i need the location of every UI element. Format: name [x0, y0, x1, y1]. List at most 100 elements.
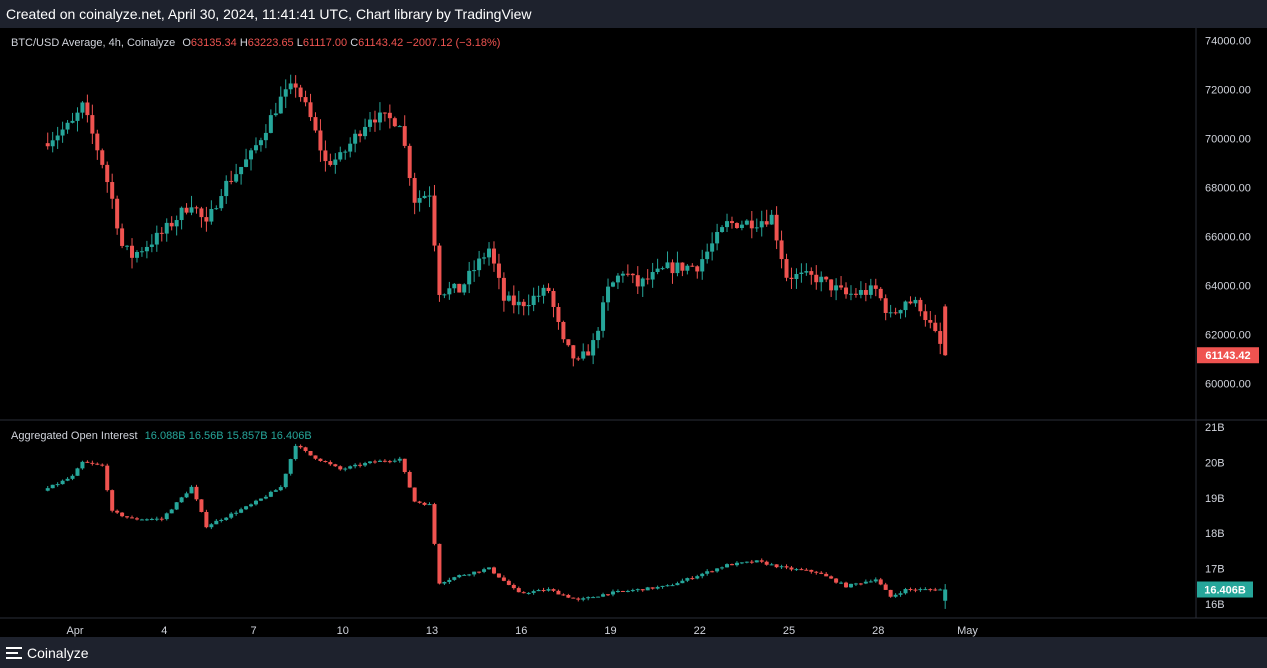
oi-candle: [60, 480, 65, 485]
price-candle: [194, 207, 199, 209]
oi-candle: [526, 592, 531, 594]
price-candle: [720, 227, 725, 232]
oi-candle: [729, 564, 734, 566]
oi-candle: [467, 574, 472, 576]
price-candle: [625, 273, 630, 275]
oi-candle: [169, 509, 174, 514]
coinalyze-logo[interactable]: Coinalyze: [6, 643, 88, 663]
oi-candle: [566, 594, 571, 598]
oi-candle: [908, 589, 913, 591]
oi-candle: [720, 567, 725, 569]
oi-last-value: 16.406B: [1204, 585, 1246, 597]
oi-candle: [323, 461, 328, 463]
price-candle: [308, 102, 313, 118]
oi-candle: [650, 587, 655, 589]
oi-candle: [382, 460, 387, 462]
price-candle: [348, 143, 353, 152]
price-candle: [134, 251, 139, 258]
time-tick-label: May: [957, 625, 978, 637]
price-candle: [487, 248, 492, 258]
oi-candle: [620, 590, 625, 592]
oi-candle: [442, 582, 447, 584]
oi-candle: [873, 579, 878, 582]
price-candle: [164, 222, 169, 234]
oi-candle: [75, 468, 80, 476]
price-candle: [382, 112, 387, 114]
price-candle: [705, 251, 710, 260]
price-candle: [333, 159, 338, 165]
oi-candle: [422, 502, 427, 505]
oi-candle: [477, 571, 482, 573]
oi-candle: [635, 589, 640, 591]
price-candle: [581, 351, 586, 359]
price-candle: [303, 97, 308, 103]
price-candle: [546, 287, 551, 291]
price-candle: [655, 268, 660, 273]
price-candle: [130, 245, 135, 258]
chart-svg[interactable]: 74000.00 72000.00 70000.00 68000.00 66000.00…: [0, 28, 1267, 637]
oi-candle: [680, 580, 685, 584]
price-candle: [253, 145, 258, 151]
price-candle: [695, 266, 700, 272]
time-tick-label: 4: [161, 625, 167, 637]
price-candle: [85, 102, 90, 116]
price-candle: [645, 278, 650, 280]
time-tick-label: 13: [426, 625, 438, 637]
price-candle: [149, 244, 154, 247]
oi-candle: [253, 500, 258, 505]
oi-high: 16.56B: [188, 430, 224, 442]
price-candle: [551, 290, 556, 307]
price-candle: [913, 299, 918, 304]
oi-candle: [690, 578, 695, 580]
time-tick-label: 28: [872, 625, 884, 637]
oi-candle: [799, 569, 804, 571]
price-candle: [70, 120, 75, 123]
price-candle: [368, 119, 373, 127]
oi-candle: [571, 597, 576, 599]
price-candle: [244, 159, 249, 167]
price-candle: [184, 207, 189, 213]
oi-candle: [437, 543, 442, 584]
price-candle: [754, 227, 759, 229]
price-candle: [660, 268, 665, 270]
chart-area[interactable]: 74000.00 72000.00 70000.00 68000.00 66000.00…: [0, 28, 1267, 637]
price-legend: BTC/USD Average, 4h, Coinalyze O63135.34…: [11, 37, 500, 49]
price-candle: [60, 129, 65, 136]
oi-candle: [779, 566, 784, 568]
price-candle: [189, 207, 194, 213]
oi-candle: [333, 464, 338, 467]
price-candle: [372, 119, 377, 123]
time-tick-label: Apr: [66, 625, 83, 637]
oi-candle: [536, 590, 541, 592]
price-candle: [427, 195, 432, 197]
price-tick-label: 64000.00: [1205, 280, 1251, 292]
price-candle: [725, 221, 730, 228]
price-symbol: BTC/USD Average, 4h, Coinalyze: [11, 37, 176, 49]
low-label: L: [296, 37, 303, 49]
price-candle: [556, 306, 561, 322]
oi-candle: [377, 460, 382, 462]
oi-candle: [734, 562, 739, 566]
oi-candle: [888, 589, 893, 597]
price-candle: [814, 274, 819, 283]
price-candle: [338, 152, 343, 160]
price-candle: [219, 196, 224, 209]
price-candle: [526, 304, 531, 307]
price-last-value: 61143.42: [1205, 350, 1250, 362]
price-candle: [521, 301, 526, 307]
oi-candle: [581, 598, 586, 600]
oi-candle: [298, 445, 303, 448]
oi-candle: [105, 465, 110, 491]
price-candle: [174, 220, 179, 227]
oi-candle: [45, 488, 50, 491]
time-tick-label: 19: [604, 625, 616, 637]
price-candle: [298, 87, 303, 98]
price-candle: [224, 180, 229, 197]
oi-candle: [858, 583, 863, 585]
price-candle: [55, 135, 60, 141]
oi-candle: [358, 464, 363, 466]
price-candle: [764, 221, 769, 225]
price-candle: [878, 288, 883, 299]
oi-candle: [625, 590, 630, 592]
oi-candle: [194, 486, 199, 500]
